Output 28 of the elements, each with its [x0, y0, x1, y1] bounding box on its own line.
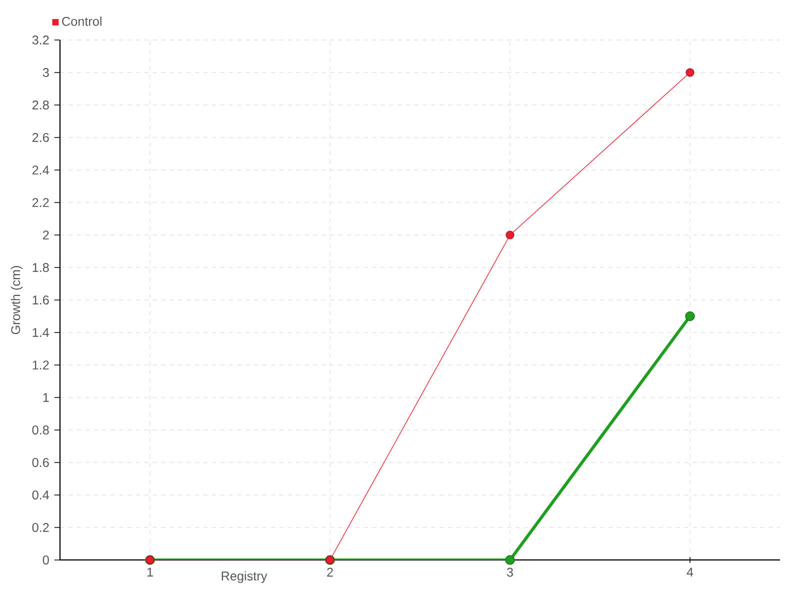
x-tick-label: 4	[686, 568, 694, 576]
x-axis-title: Registry	[222, 571, 268, 583]
y-tick-label: 0.2	[32, 523, 49, 532]
y-tick-label: 1.2	[32, 360, 49, 370]
y-tick-label: 2	[43, 230, 49, 240]
x-tick-label: 3	[506, 568, 513, 577]
y-axis-title: Growth (cm)	[10, 266, 23, 334]
point	[506, 230, 514, 240]
y-tick-label: 2.2	[32, 198, 49, 207]
point	[686, 68, 694, 77]
y-tick-label: 1.4	[32, 328, 50, 337]
x-tick-label: 2	[327, 568, 333, 577]
y-tick-label: 3.2	[32, 36, 49, 44]
y-tick-label: 0.8	[32, 426, 49, 434]
y-tick-label: 1.6	[32, 296, 49, 304]
y-tick-label: 2.8	[32, 100, 49, 110]
y-tick-label: 0.6	[32, 458, 49, 467]
legend-label: Control	[62, 16, 102, 26]
point	[505, 555, 515, 565]
y-tick-label: 2.6	[32, 133, 49, 142]
y-tick-label: 0	[42, 556, 49, 564]
y-tick-label: 3	[42, 68, 49, 77]
x-tick-label: 1	[147, 568, 153, 576]
y-tick-label: 2.4	[32, 166, 50, 174]
point	[685, 311, 695, 322]
y-tick-label: 0.4	[32, 490, 50, 500]
y-tick-label: 1.8	[32, 263, 49, 272]
y-tick-label: 1	[43, 393, 49, 402]
